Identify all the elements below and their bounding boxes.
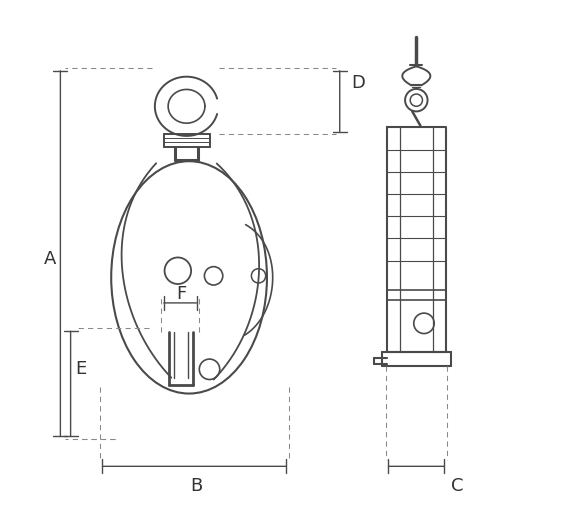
Text: C: C: [451, 477, 464, 495]
Text: E: E: [75, 360, 87, 378]
Text: A: A: [44, 251, 56, 268]
Text: D: D: [351, 74, 365, 92]
Text: F: F: [176, 285, 187, 303]
Text: B: B: [191, 477, 203, 495]
